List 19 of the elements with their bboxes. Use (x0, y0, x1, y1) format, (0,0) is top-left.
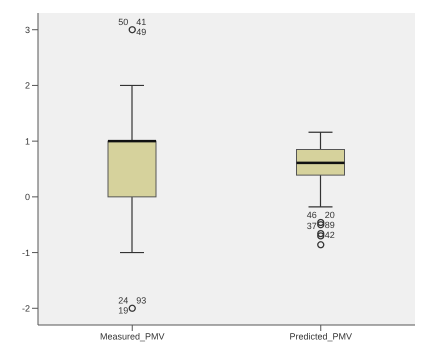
annotation: 50 (118, 17, 128, 28)
x-tick-label: Predicted_PMV (289, 331, 352, 342)
y-tick-label: 0 (24, 192, 30, 202)
y-tick-label: 1 (24, 136, 30, 146)
annotation: 42 (324, 230, 335, 240)
annotation: 89 (324, 220, 335, 230)
annotation: 49 (136, 27, 146, 38)
y-tick-label: -2 (22, 303, 30, 314)
y-tick-label: -1 (22, 248, 30, 258)
x-tick-label: Measured_PMV (100, 331, 165, 342)
annotation: 93 (136, 296, 146, 306)
y-tick-label: 2 (24, 80, 30, 91)
annotation: 41 (136, 17, 146, 28)
annotation: 24 (118, 296, 128, 306)
y-tick-label: 3 (24, 24, 30, 35)
annotation: 46 (306, 210, 317, 220)
annotation: 37 (306, 221, 317, 232)
annotation: 19 (118, 306, 128, 316)
annotation: 20 (324, 210, 335, 220)
